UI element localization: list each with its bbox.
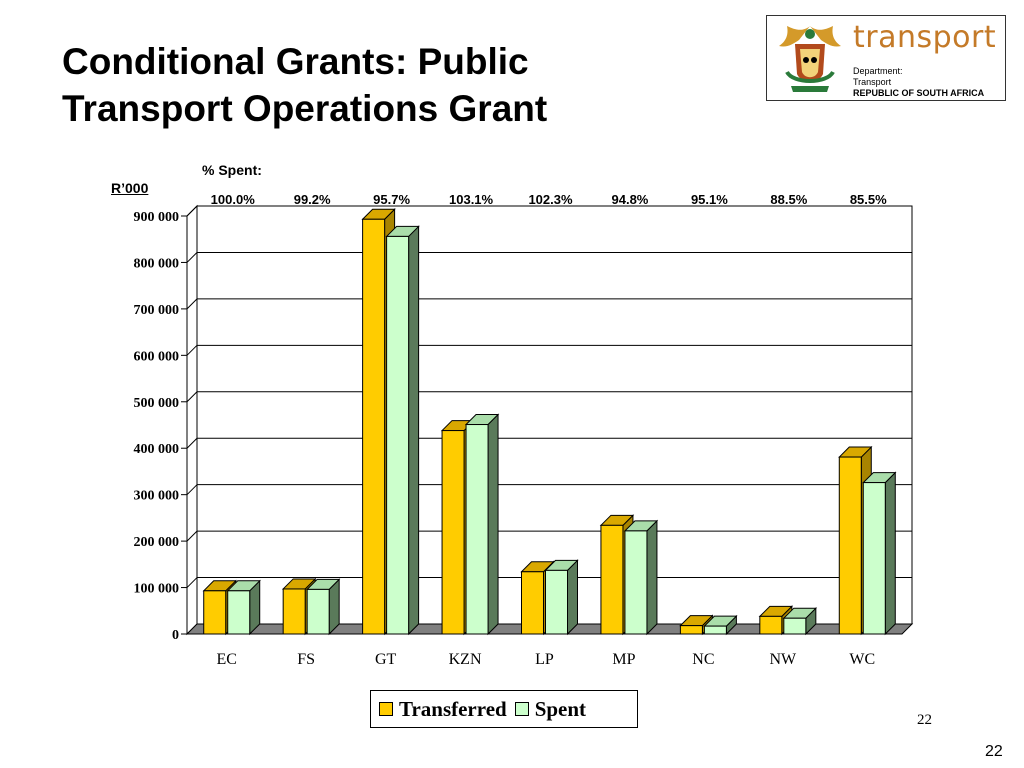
plot-side-wall — [186, 204, 198, 636]
logo-line-2: Transport — [853, 77, 892, 87]
bar-transferred — [203, 590, 227, 635]
gridline-side — [186, 437, 198, 449]
plot-back-wall — [196, 205, 913, 625]
gridline-side — [186, 298, 198, 310]
bar-chart: 0 100 000 200 000 300 000 400 000 500 000 600 … — [134, 204, 914, 668]
percent-spent-value: 94.8% — [611, 192, 649, 207]
bar-transferred — [441, 430, 465, 635]
gridline-side — [186, 391, 198, 403]
y-axis-label: R’000 — [111, 180, 149, 196]
bar-transferred — [282, 588, 306, 635]
bar-spent — [227, 590, 251, 635]
percent-spent-value: 99.2% — [293, 192, 331, 207]
logo-line-1: Department: — [853, 66, 903, 76]
bar-transferred — [600, 524, 624, 635]
y-tick-label: 500 000 — [134, 396, 180, 411]
legend-item-transferred: Transferred — [379, 697, 507, 722]
bar-spent-side — [567, 559, 578, 636]
slide-page-number: 22 — [917, 712, 932, 728]
legend-swatch-transferred — [379, 702, 393, 716]
percent-spent-value: 85.5% — [849, 192, 887, 207]
bar-spent-side — [408, 225, 420, 636]
bar-spent — [862, 482, 886, 635]
y-tick-label: 200 000 — [134, 535, 180, 550]
chart-legend: Transferred Spent — [370, 690, 638, 728]
legend-label-transferred: Transferred — [399, 696, 507, 721]
bar-spent — [386, 235, 410, 635]
y-tick-label: 0 — [172, 628, 179, 643]
percent-spent-value: 95.1% — [690, 192, 728, 207]
coat-of-arms-icon — [779, 26, 841, 92]
x-tick-label: LP — [535, 651, 554, 668]
bar-spent — [545, 569, 568, 635]
slide-title: Conditional Grants: Public Transport Ope… — [62, 38, 547, 132]
logo-wordmark: transport — [853, 20, 997, 55]
department-logo: transport Department: Transport REPUBLIC… — [766, 15, 1006, 101]
bar-spent — [783, 617, 807, 635]
bar-spent-side — [884, 471, 896, 636]
percent-spent-value: 95.7% — [373, 192, 411, 207]
x-tick-label: NC — [692, 651, 714, 668]
bar-spent — [465, 424, 489, 635]
x-tick-label: NW — [770, 651, 798, 668]
legend-swatch-spent — [514, 702, 529, 716]
gridline-side — [186, 344, 198, 356]
percent-spent-value: 100.0% — [210, 192, 255, 207]
x-tick-label: EC — [216, 651, 236, 668]
bar-spent — [306, 588, 330, 635]
title-line-2: Transport Operations Grant — [62, 88, 548, 129]
gridline-side — [186, 205, 198, 217]
percent-spent-value: 102.3% — [528, 192, 573, 207]
gridline-side — [186, 252, 198, 263]
bar-spent — [624, 530, 648, 635]
x-tick-label: WC — [849, 651, 875, 668]
bar-transferred — [362, 218, 386, 635]
y-tick-label: 300 000 — [134, 489, 180, 504]
bar-spent-side — [646, 519, 658, 636]
legend-item-spent: Spent — [514, 696, 587, 722]
bar-transferred — [838, 456, 862, 635]
y-tick-label: 700 000 — [134, 303, 180, 318]
x-tick-label: KZN — [449, 651, 482, 668]
legend-label-spent: Spent — [534, 696, 587, 721]
bar-transferred — [759, 615, 783, 635]
bar-spent — [703, 625, 727, 635]
x-tick-label: GT — [375, 651, 397, 668]
percent-spent-value: 88.5% — [770, 192, 808, 207]
y-tick-label: 900 000 — [134, 210, 180, 225]
percent-spent-value: 103.1% — [449, 192, 494, 207]
x-tick-label: FS — [297, 651, 315, 668]
bar-transferred — [679, 625, 703, 635]
percent-spent-label: % Spent: — [202, 162, 262, 178]
bar-transferred — [521, 571, 544, 635]
footer-page-number: 22 — [985, 743, 1003, 760]
y-tick-label: 100 000 — [134, 582, 180, 597]
gridline-side — [186, 484, 198, 496]
bar-spent-side — [487, 413, 499, 636]
logo-line-3: REPUBLIC OF SOUTH AFRICA — [853, 88, 985, 98]
y-tick-label: 400 000 — [134, 442, 180, 457]
y-tick-label: 600 000 — [134, 349, 180, 364]
title-line-1: Conditional Grants: Public — [62, 41, 529, 82]
gridline-side — [186, 530, 198, 542]
y-tick-label: 800 000 — [134, 256, 180, 271]
gridline-side — [186, 577, 198, 588]
x-tick-label: MP — [612, 651, 635, 668]
